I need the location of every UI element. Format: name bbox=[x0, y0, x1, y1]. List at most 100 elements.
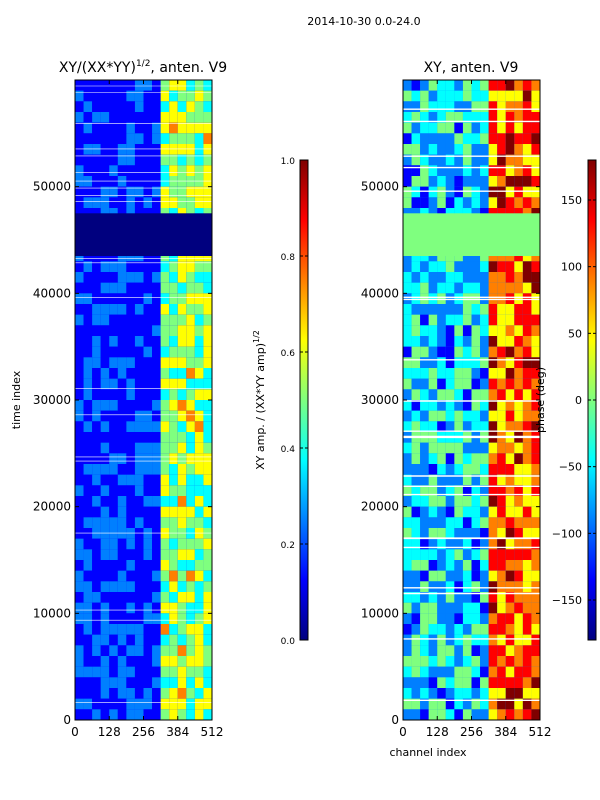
amp-heatmap-cell bbox=[126, 261, 135, 272]
phase-heatmap-cell bbox=[471, 133, 481, 144]
phase-heatmap-cell bbox=[437, 400, 446, 411]
amp-heatmap-cell bbox=[143, 634, 153, 646]
amp-heatmap-cell bbox=[194, 666, 204, 678]
phase-heatmap-cell bbox=[480, 389, 489, 400]
amp-heatmap-cell bbox=[75, 442, 84, 454]
phase-heatmap-cell bbox=[462, 570, 472, 582]
phase-heatmap-cell bbox=[471, 634, 481, 646]
amp-heatmap-cell bbox=[92, 656, 101, 667]
amp-heatmap-cell bbox=[117, 410, 127, 422]
amp-title-superscript: 1/2 bbox=[136, 59, 150, 69]
amp-heatmap-cell bbox=[186, 634, 195, 646]
amp-heatmap-cell bbox=[100, 314, 110, 326]
amp-heatmap-cell bbox=[75, 378, 84, 390]
phase-heatmap-cell bbox=[445, 666, 455, 678]
amp-heatmap-cell bbox=[126, 432, 135, 443]
phase-heatmap-cell bbox=[522, 261, 532, 272]
amp-heatmap-cell bbox=[203, 592, 212, 603]
phase-heatmap-cell bbox=[471, 410, 481, 422]
phase-heatmap-cell bbox=[505, 176, 515, 187]
phase-heatmap-cell bbox=[488, 453, 498, 464]
amp-heatmap-cell bbox=[134, 90, 144, 102]
amp-heatmap-cell bbox=[92, 165, 101, 176]
phase-x-tick-label: 256 bbox=[460, 725, 483, 739]
amp-heatmap-cell bbox=[83, 634, 93, 646]
amp-heatmap-cell bbox=[126, 357, 135, 368]
amp-heatmap-cell bbox=[100, 634, 110, 646]
phase-heatmap-cell bbox=[480, 336, 489, 347]
amp-heatmap-cell bbox=[160, 400, 170, 411]
phase-heatmap-cell bbox=[514, 581, 523, 592]
phase-heatmap-cell bbox=[514, 400, 523, 411]
amp-heatmap-cell bbox=[83, 549, 93, 560]
phase-heatmap-cell bbox=[411, 112, 421, 123]
phase-heatmap-cell bbox=[462, 517, 472, 528]
phase-heatmap-cell bbox=[420, 336, 429, 347]
phase-heatmap-cell bbox=[531, 165, 540, 176]
phase-heatmap-cell bbox=[445, 506, 455, 518]
phase-heatmap-cell bbox=[480, 517, 489, 528]
phase-heatmap-cell bbox=[437, 325, 446, 336]
amp-heatmap-cell bbox=[186, 549, 195, 560]
phase-heatmap-cell bbox=[471, 144, 481, 155]
amp-heatmap-cell bbox=[152, 432, 161, 443]
phase-heatmap-cell bbox=[514, 154, 523, 166]
amp-heatmap-cell bbox=[92, 112, 101, 123]
amp-heatmap-cell bbox=[92, 560, 101, 571]
phase-heatmap-cell bbox=[497, 485, 506, 496]
phase-heatmap-cell bbox=[522, 421, 532, 432]
amp-heatmap-cell bbox=[143, 272, 153, 283]
phase-heatmap-cell bbox=[471, 272, 481, 283]
phase-heatmap-cell bbox=[471, 357, 481, 368]
amp-heatmap-cell bbox=[160, 410, 170, 422]
amp-heatmap-cell bbox=[203, 101, 212, 112]
phase-heatmap-cell bbox=[514, 282, 523, 294]
amp-heatmap-cell bbox=[143, 410, 153, 422]
phase-heatmap-cell bbox=[505, 346, 515, 358]
amp-heatmap-cell bbox=[143, 549, 153, 560]
phase-heatmap-cell bbox=[531, 453, 540, 464]
amp-heatmap-cell bbox=[194, 346, 204, 358]
phase-heatmap-cell bbox=[437, 378, 446, 390]
amp-heatmap-cell bbox=[100, 538, 110, 550]
amp-heatmap-cell bbox=[75, 112, 84, 123]
amp-heatmap-cell bbox=[194, 421, 204, 432]
amp-heatmap-cell bbox=[152, 549, 161, 560]
phase-heatmap-cell bbox=[531, 688, 540, 699]
amp-heatmap-cell bbox=[177, 442, 187, 454]
amp-heatmap-cell bbox=[126, 624, 135, 635]
phase-heatmap-cell bbox=[462, 560, 472, 571]
phase-heatmap-cell bbox=[505, 656, 515, 667]
amp-heatmap-cell bbox=[143, 133, 153, 144]
phase-heatmap-cell bbox=[522, 698, 532, 710]
phase-heatmap-cell bbox=[488, 506, 498, 518]
phase-heatmap-cell bbox=[445, 400, 455, 411]
amp-heatmap-cell bbox=[169, 357, 178, 368]
phase-heatmap-cell bbox=[445, 485, 455, 496]
amp-heatmap-cell bbox=[152, 261, 161, 272]
amp-heatmap-cell bbox=[126, 272, 135, 283]
phase-heatmap-cell bbox=[403, 613, 412, 624]
amp-heatmap-cell bbox=[143, 570, 153, 582]
phase-heatmap-cell bbox=[445, 282, 455, 294]
phase-heatmap-cell bbox=[531, 336, 540, 347]
phase-heatmap-cell bbox=[488, 261, 498, 272]
amp-heatmap-cell bbox=[92, 474, 101, 486]
phase-heatmap-cell bbox=[445, 645, 455, 656]
phase-heatmap-cell bbox=[505, 698, 515, 710]
amp-heatmap-cell bbox=[177, 112, 187, 123]
phase-heatmap-cell bbox=[445, 325, 455, 336]
phase-heatmap-cell bbox=[522, 154, 532, 166]
phase-heatmap-cell bbox=[454, 570, 463, 582]
phase-heatmap-cell bbox=[420, 80, 429, 91]
amp-heatmap-cell bbox=[177, 410, 187, 422]
phase-heatmap-cell bbox=[411, 314, 421, 326]
amp-heatmap-cell bbox=[100, 378, 110, 390]
phase-heatmap-cell bbox=[420, 549, 429, 560]
phase-heatmap-cell bbox=[514, 112, 523, 123]
phase-heatmap-cell bbox=[471, 613, 481, 624]
amp-heatmap-cell bbox=[169, 421, 178, 432]
amp-heatmap-cell bbox=[126, 154, 135, 166]
phase-heatmap-cell bbox=[522, 496, 532, 507]
amp-heatmap-cell bbox=[160, 133, 170, 144]
